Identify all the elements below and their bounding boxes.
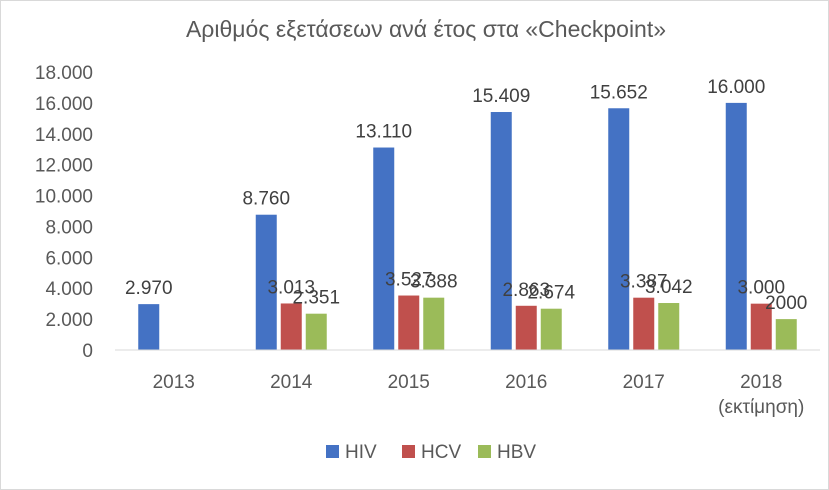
x-tick-label-line: 2018: [740, 372, 782, 393]
bar-hbv: [305, 313, 327, 350]
data-label-hiv: 13.110: [355, 122, 412, 143]
data-label-hcv: 3.000: [737, 278, 785, 299]
bar-hcv: [280, 303, 302, 350]
x-tick-label: 2014: [270, 372, 313, 393]
bar-hiv: [373, 147, 395, 350]
y-tick-label: 4.000: [45, 279, 93, 300]
y-tick-label: 6.000: [45, 248, 93, 269]
data-label-hcv: 2.863: [502, 280, 550, 301]
y-tick-label: 16.000: [35, 94, 93, 115]
bar-hbv: [775, 319, 797, 350]
y-tick-label: 18.000: [35, 63, 93, 84]
bar-hbv: [423, 297, 445, 350]
bars: 2.970 8.760 13.110 15.409 15.652 16.000 3.013 3…: [125, 77, 807, 351]
legend-swatch-hiv: [326, 445, 339, 458]
data-label-hbv: 3.388: [410, 272, 458, 293]
data-label-hbv: 2000: [765, 293, 807, 314]
y-tick-label: 10.000: [35, 187, 93, 208]
x-tick-label: 2013: [153, 372, 195, 393]
data-label-hcv: 3.387: [620, 272, 668, 293]
x-tick-label-line: 2016: [505, 372, 547, 393]
legend-swatch-hcv: [402, 445, 415, 458]
data-label-hcv: 3.527: [385, 270, 433, 291]
data-label-hiv: 15.409: [472, 86, 530, 107]
bar-hcv: [633, 297, 655, 350]
x-tick-label: 2017: [623, 372, 665, 393]
x-axis: 2013 2014 2015 2016 2017 2018 (εκτίμηση): [115, 349, 820, 418]
x-tick-label-line: 2013: [153, 372, 195, 393]
bar-hcv: [515, 305, 537, 350]
x-tick-label-line: 2015: [388, 372, 430, 393]
bar-hiv: [138, 304, 160, 350]
x-tick-label: 2015: [388, 372, 430, 393]
data-label-hbv: 2.351: [292, 288, 340, 309]
data-label-hcv: 3.013: [267, 277, 315, 298]
bar-hiv: [608, 108, 630, 351]
legend-label-hiv: HIV: [345, 442, 377, 463]
data-label-hiv: 2.970: [125, 278, 173, 299]
bar-hbv: [658, 303, 680, 350]
y-tick-label: 8.000: [45, 217, 93, 238]
y-tick-label: 12.000: [35, 156, 93, 177]
legend-label-hcv: HCV: [421, 442, 461, 463]
x-tick-label-line: (εκτίμηση): [718, 397, 804, 418]
y-tick-label: 0: [82, 341, 93, 362]
legend: HIV HCV HBV: [326, 442, 536, 463]
data-label-hiv: 15.652: [590, 82, 648, 103]
x-tick-label: 2018 (εκτίμηση): [718, 372, 804, 418]
data-label-hbv: 3.042: [645, 277, 693, 298]
bar-hiv: [255, 214, 277, 350]
bar-hbv: [540, 308, 562, 350]
x-tick-label-line: 2014: [270, 372, 313, 393]
data-label-hiv: 8.760: [242, 189, 290, 210]
y-tick-label: 14.000: [35, 125, 93, 146]
data-label-hiv: 16.000: [707, 77, 765, 98]
x-tick-label: 2016: [505, 372, 547, 393]
bar-hcv: [398, 295, 420, 350]
data-label-hbv: 2.674: [527, 283, 575, 304]
legend-swatch-hbv: [478, 445, 491, 458]
y-axis: 0 2.000 4.000 6.000 8.000 10.000 12.000 14.000 1…: [35, 63, 93, 362]
chart-title: Αριθμός εξετάσεων ανά έτος στα «Checkpoi…: [186, 16, 666, 42]
y-tick-label: 2.000: [45, 310, 93, 331]
bar-hiv: [725, 102, 747, 350]
bar-hiv: [490, 112, 512, 350]
legend-label-hbv: HBV: [497, 442, 536, 463]
x-tick-label-line: 2017: [623, 372, 665, 393]
bar-hcv: [750, 303, 772, 350]
